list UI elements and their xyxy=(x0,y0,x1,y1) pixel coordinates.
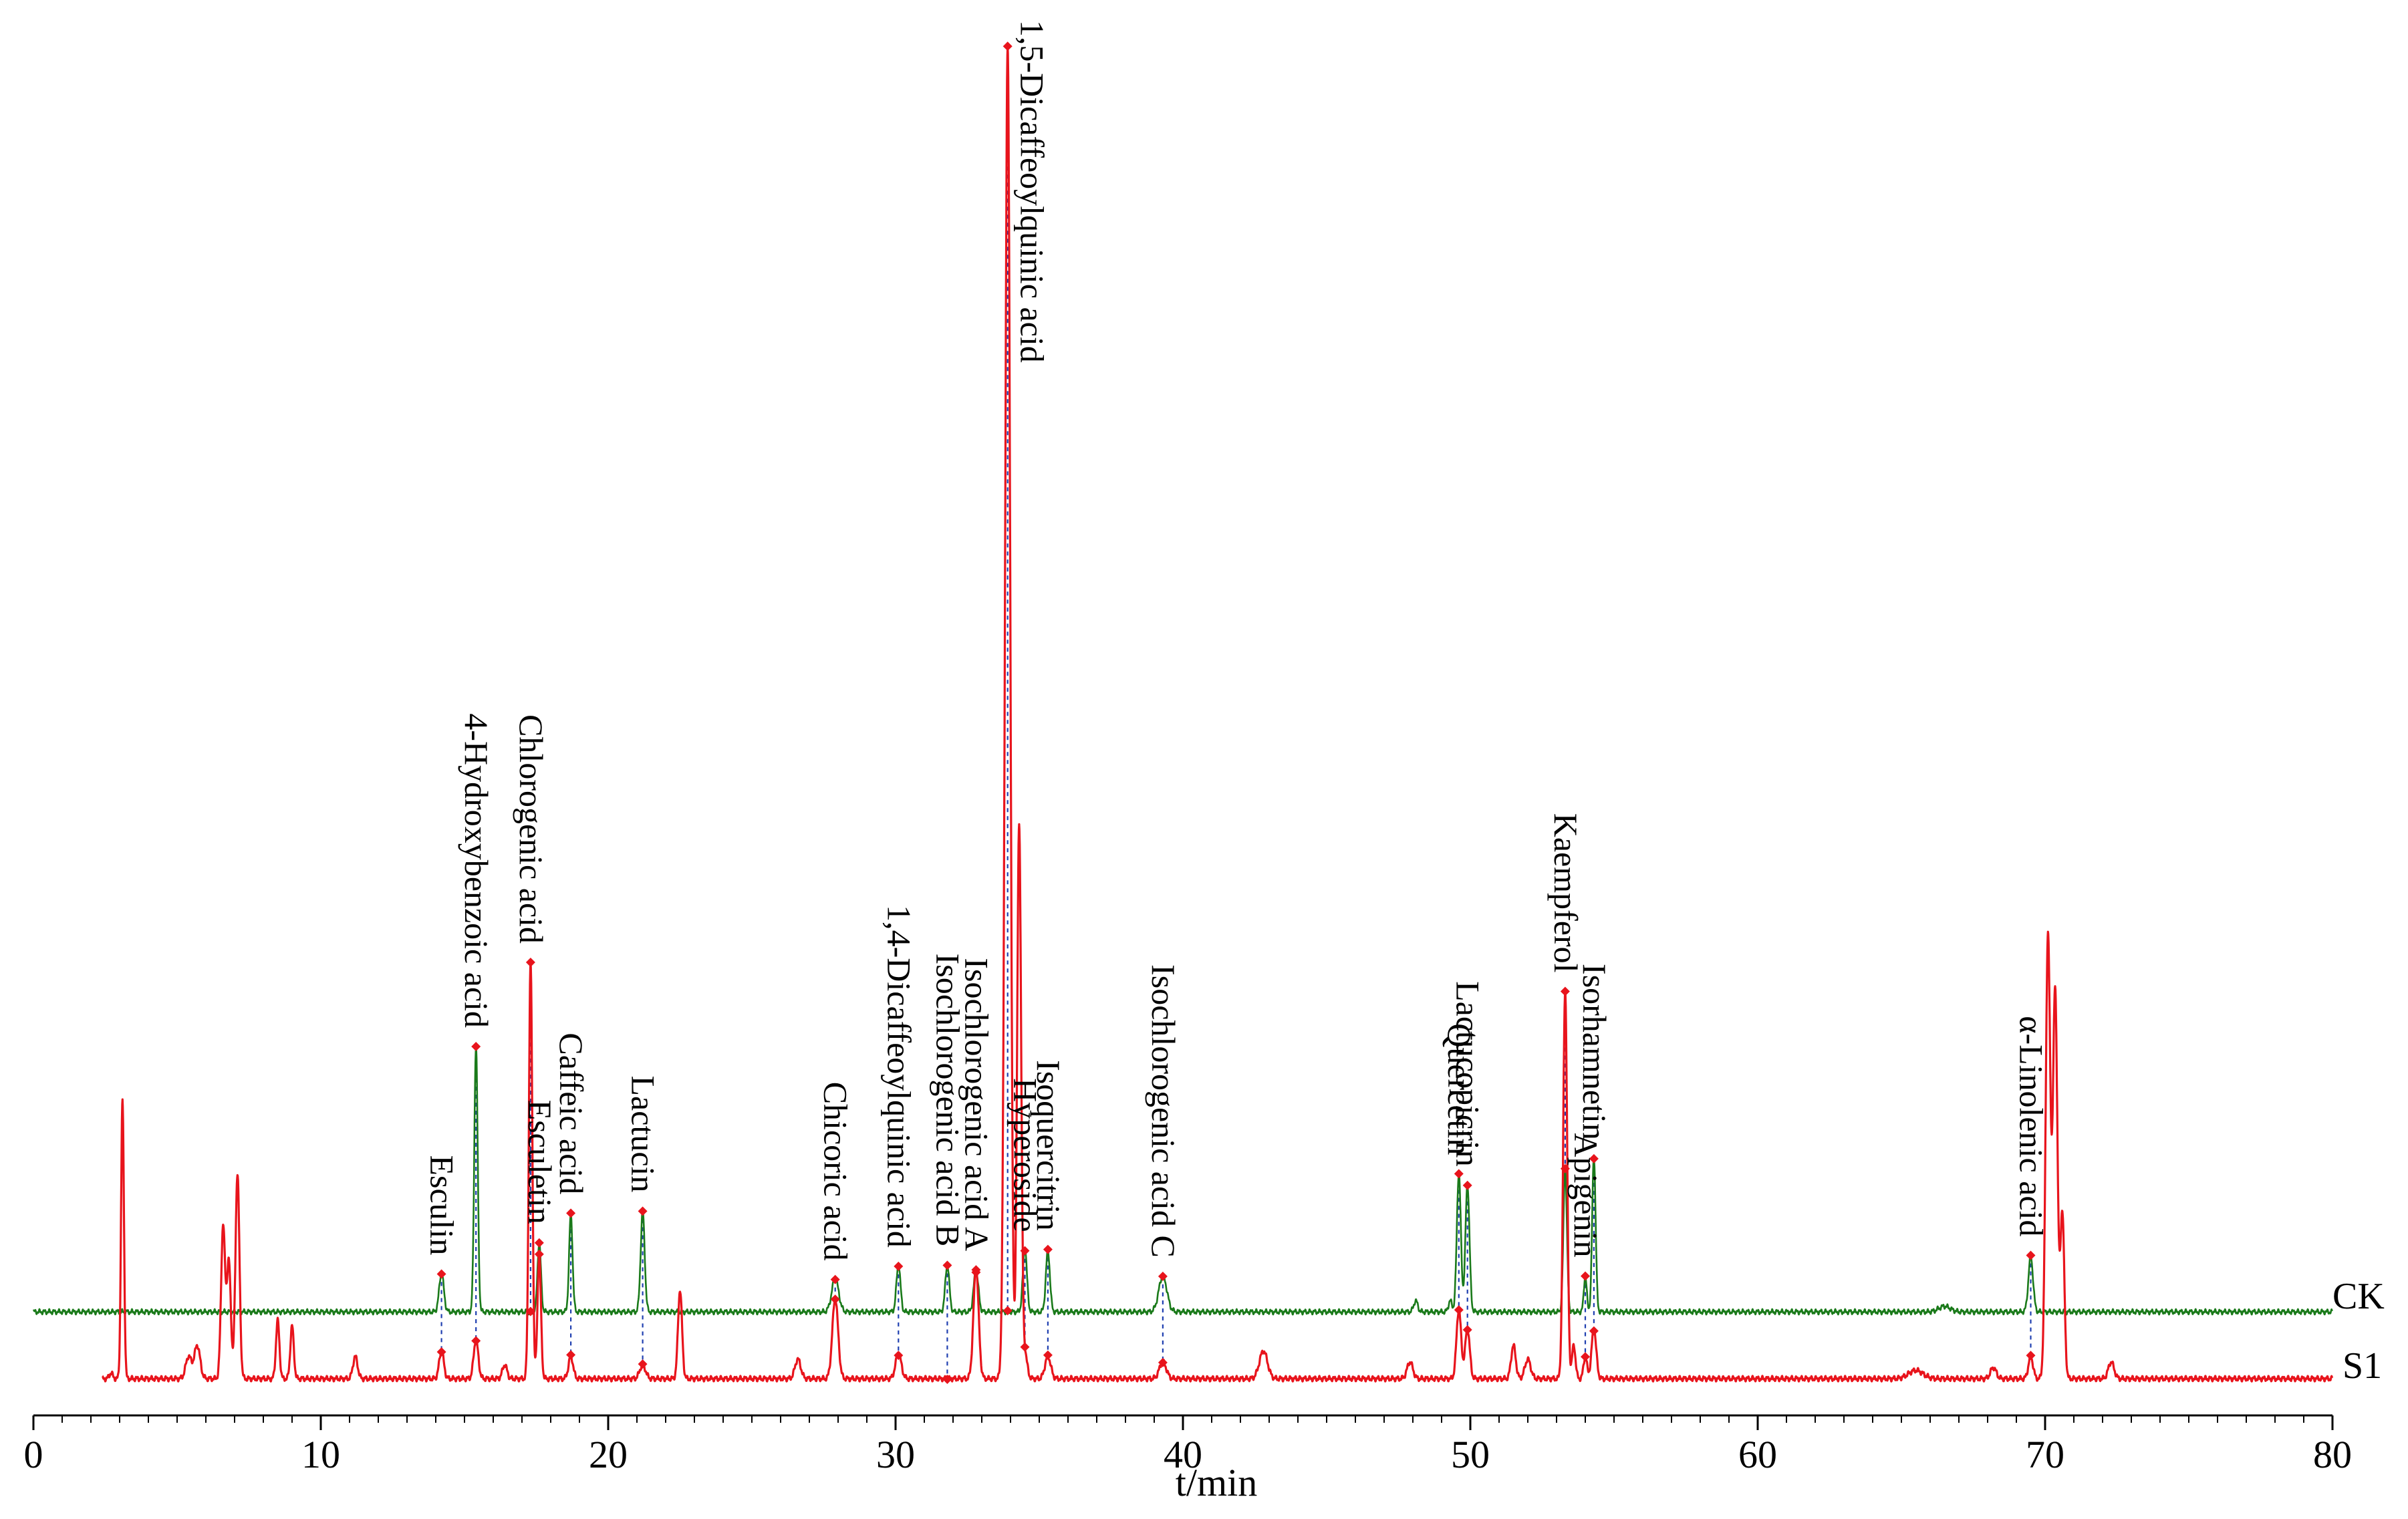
peak-marker xyxy=(1002,1306,1013,1316)
peak-label: 1,4-Dicaffeoylquinic acid xyxy=(880,905,918,1248)
peak-marker xyxy=(1043,1244,1053,1254)
x-axis: 0 10 20 30 40 50 60 70 80 xyxy=(24,1414,2352,1476)
x-tick-label: 60 xyxy=(1738,1433,1777,1476)
peak-marker xyxy=(525,958,535,968)
peak-marker xyxy=(1158,1357,1168,1367)
x-tick-label: 80 xyxy=(2313,1433,2352,1476)
peak-marker xyxy=(471,1042,481,1052)
series-label-s1: S1 xyxy=(2343,1345,2382,1387)
peak-marker xyxy=(1158,1271,1168,1281)
peak-marker xyxy=(1454,1305,1464,1315)
peak-marker xyxy=(2026,1351,2036,1361)
peak-marker xyxy=(566,1350,576,1360)
peak-marker xyxy=(942,1374,952,1384)
peak-marker xyxy=(534,1249,544,1259)
peak-marker xyxy=(471,1336,481,1346)
peak-label: 1,5-Dicaffeoylquinic acid xyxy=(1014,20,1051,363)
peak-labels: Esculin 4-Hydroxybenzoic acid Chlorogenic … xyxy=(424,20,2050,1261)
chromatogram-traces xyxy=(32,45,2334,1383)
peak-label: α-Linolenic acid xyxy=(2013,1016,2050,1236)
peak-marker xyxy=(971,1265,981,1275)
peak-label: Quercetin xyxy=(1441,1023,1478,1155)
peak-marker xyxy=(566,1208,576,1218)
peak-marker xyxy=(638,1359,648,1369)
peak-label: Esculin xyxy=(424,1155,461,1255)
peak-label: Lactucopicrin xyxy=(1450,981,1487,1167)
x-tick-label: 10 xyxy=(301,1433,340,1476)
peak-label: Isorhamnetin xyxy=(1576,964,1613,1140)
x-tick-label: 30 xyxy=(876,1433,915,1476)
peak-label: Hyperoside xyxy=(1007,1078,1045,1232)
peak-marker xyxy=(436,1269,446,1279)
peak-marker xyxy=(1454,1169,1464,1179)
x-tick-label: 20 xyxy=(589,1433,628,1476)
peak-marker xyxy=(638,1206,648,1216)
peak-marker xyxy=(1581,1352,1590,1362)
x-tick-label: 40 xyxy=(1164,1433,1202,1476)
peak-marker xyxy=(534,1238,544,1248)
peak-marker xyxy=(1581,1271,1590,1281)
peak-label: Caffeic acid xyxy=(553,1032,590,1194)
peak-label: Chlorogenic acid xyxy=(513,714,550,944)
peak-marker xyxy=(436,1347,446,1357)
peak-marker xyxy=(1589,1326,1599,1336)
peak-marker xyxy=(1462,1180,1472,1190)
x-tick-label: 0 xyxy=(24,1433,43,1476)
peak-marker xyxy=(830,1294,840,1304)
peak-label: Isoquercitrin xyxy=(1030,1060,1067,1230)
peak-marker xyxy=(942,1260,952,1270)
peak-marker xyxy=(525,1306,535,1317)
peak-marker xyxy=(2026,1250,2036,1260)
peak-label: Esculetin xyxy=(521,1100,559,1224)
peak-drop-lines xyxy=(440,46,2032,1379)
peak-label: Isochlorogenic acid A xyxy=(958,958,995,1251)
x-tick-label: 70 xyxy=(2026,1433,2064,1476)
peak-marker xyxy=(894,1261,904,1271)
peak-label: Lactucin xyxy=(625,1076,662,1193)
x-axis-title: t/min xyxy=(1176,1461,1257,1504)
x-tick-label: 50 xyxy=(1451,1433,1490,1476)
peak-marker xyxy=(830,1274,840,1284)
peak-label: Isochlorogenic acid C xyxy=(1145,964,1182,1258)
peak-marker xyxy=(1560,1163,1570,1173)
peak-marker xyxy=(1589,1153,1599,1163)
peak-marker xyxy=(1560,986,1570,996)
peak-label: Chicoric acid xyxy=(817,1082,855,1261)
peak-label: Kaempferol xyxy=(1547,813,1585,973)
peak-marker xyxy=(894,1351,904,1361)
peak-marker xyxy=(1462,1325,1472,1335)
peak-marker xyxy=(1020,1246,1030,1256)
series-line-ck xyxy=(32,1045,2333,1316)
peak-label: Apigenin xyxy=(1567,1133,1605,1257)
peak-label: 4-Hydroxybenzoic acid xyxy=(458,713,495,1028)
series-label-ck: CK xyxy=(2332,1276,2385,1317)
peak-marker xyxy=(1020,1342,1030,1352)
peak-marker xyxy=(1043,1350,1053,1360)
series-line-s1 xyxy=(102,45,2334,1383)
peak-markers xyxy=(436,41,2036,1384)
peak-marker xyxy=(1002,41,1013,51)
peak-label: Isochlorogenic acid B xyxy=(929,954,966,1247)
